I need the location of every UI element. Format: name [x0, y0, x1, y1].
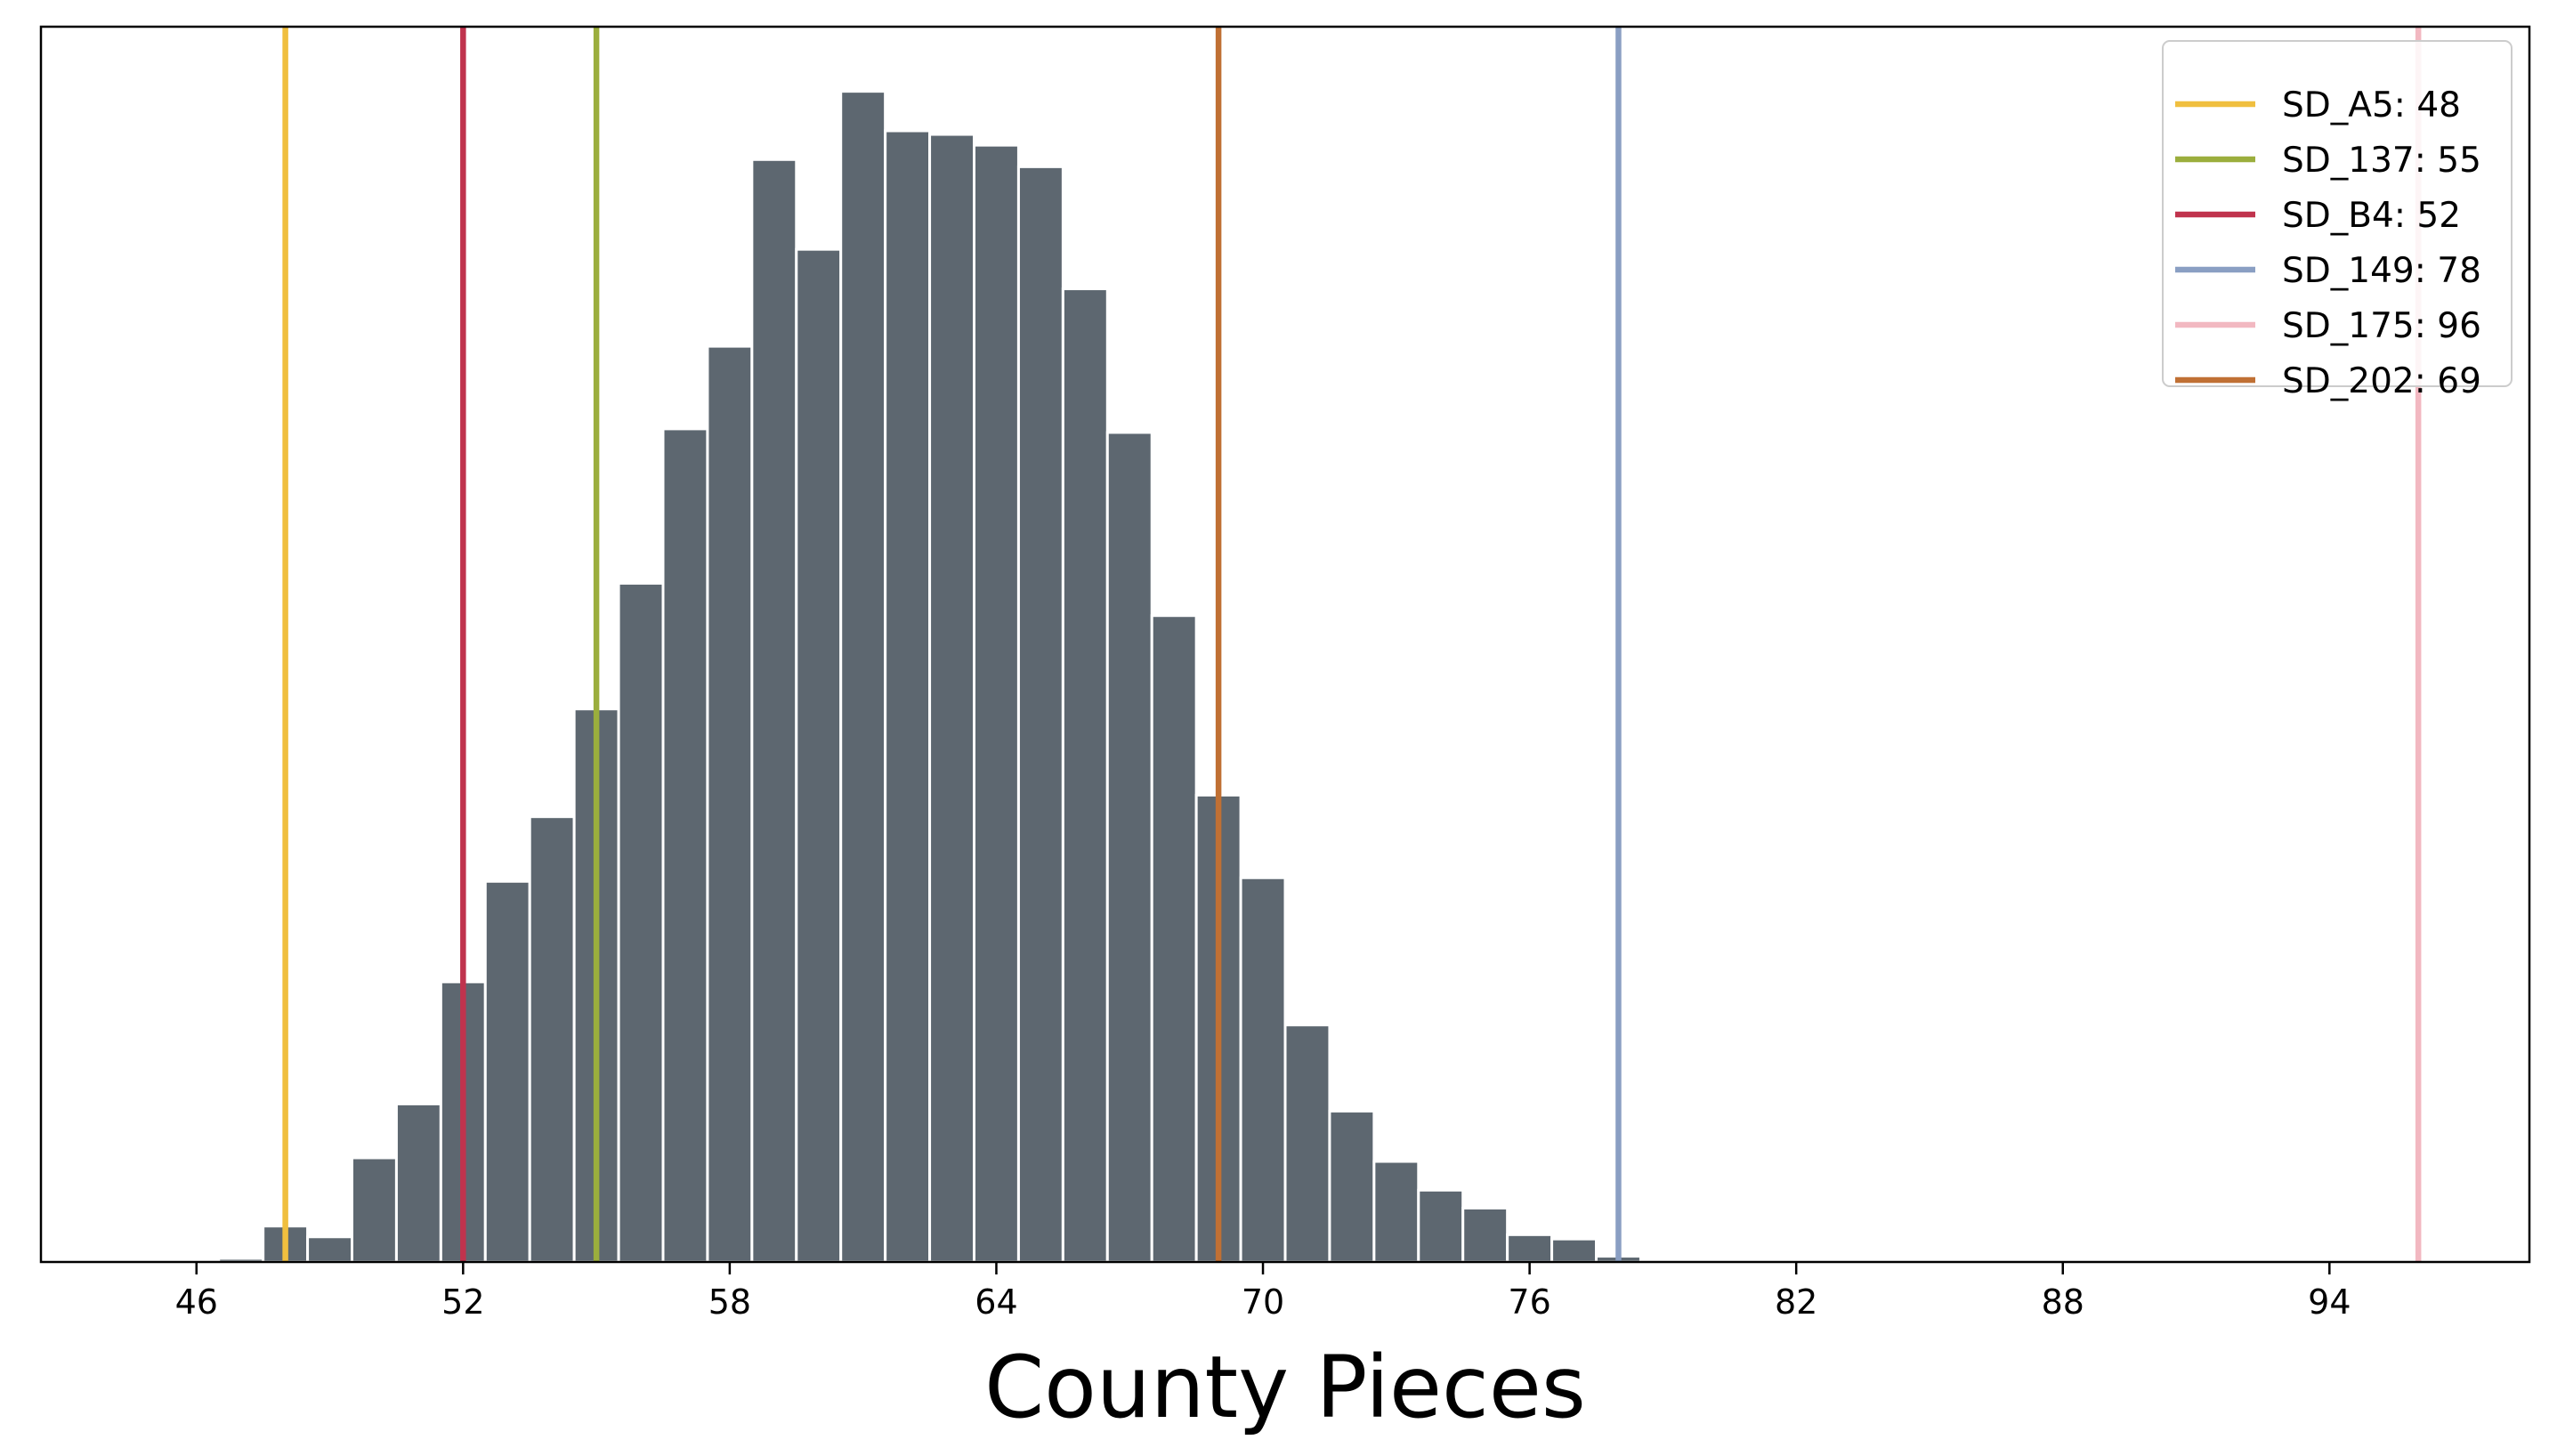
- histogram-bar: [1016, 165, 1064, 1264]
- legend-label: SD_175: 96: [2282, 306, 2481, 346]
- histogram-bar: [1461, 1206, 1509, 1264]
- histogram-bar: [973, 143, 1020, 1264]
- histogram-bar: [1283, 1023, 1331, 1264]
- histogram-bar: [306, 1235, 354, 1264]
- histogram-bar: [661, 427, 709, 1264]
- histogram-bar: [483, 879, 531, 1264]
- histogram-bar: [884, 129, 932, 1264]
- x-tick-label: 94: [2308, 1282, 2351, 1322]
- histogram-bar: [750, 158, 798, 1264]
- legend-label: SD_149: 78: [2282, 251, 2481, 291]
- x-tick-label: 70: [1242, 1282, 1284, 1322]
- x-tick-label: 76: [1508, 1282, 1550, 1322]
- histogram-bar: [839, 90, 887, 1264]
- histogram-bar: [1417, 1188, 1465, 1264]
- histogram-bar: [1150, 614, 1198, 1264]
- legend-label: SD_B4: 52: [2282, 196, 2461, 236]
- histogram-bar: [1105, 431, 1153, 1264]
- histogram-bar: [1506, 1233, 1554, 1264]
- x-axis-title: County Pieces: [984, 1338, 1586, 1437]
- x-tick-label: 58: [708, 1282, 751, 1322]
- histogram-bar: [617, 581, 665, 1264]
- plot-frame: [39, 25, 2531, 1264]
- legend-label: SD_A5: 48: [2282, 85, 2461, 125]
- x-tick-label: 46: [175, 1282, 218, 1322]
- legend-box: [2162, 40, 2513, 387]
- histogram-bar: [1372, 1160, 1420, 1264]
- legend-label: SD_202: 69: [2282, 361, 2481, 401]
- histogram-bar: [706, 344, 754, 1264]
- histogram-bars: [217, 90, 1642, 1264]
- legend-label: SD_137: 55: [2282, 141, 2481, 181]
- x-tick-label: 52: [441, 1282, 484, 1322]
- histogram-bar: [795, 247, 843, 1264]
- histogram-bar: [1550, 1237, 1598, 1264]
- histogram-bar: [394, 1102, 442, 1264]
- histogram-bar: [528, 815, 576, 1264]
- histogram-bar: [1328, 1110, 1376, 1264]
- x-tick-label: 82: [1775, 1282, 1817, 1322]
- x-tick-label: 88: [2042, 1282, 2084, 1322]
- x-tick-label: 64: [975, 1282, 1017, 1322]
- x-axis-ticks: 46 52 58 64 70 76 82 88 94: [175, 1262, 2351, 1322]
- legend: SD_A5: 48 SD_137: 55 SD_B4: 52 SD_149: 78 SD…: [2162, 40, 2513, 401]
- histogram-bar: [1061, 287, 1109, 1264]
- histogram-bar: [1239, 876, 1287, 1264]
- histogram-bar: [928, 133, 975, 1264]
- histogram-bar: [351, 1156, 398, 1264]
